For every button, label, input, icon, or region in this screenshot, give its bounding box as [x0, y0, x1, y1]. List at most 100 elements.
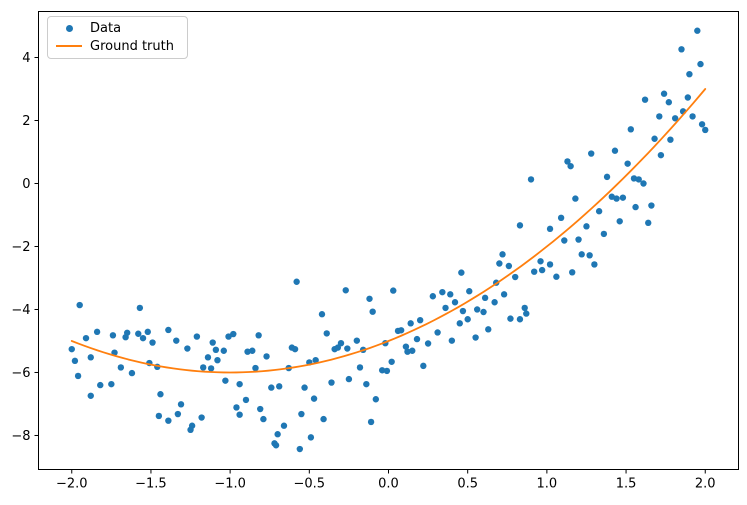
data-point	[233, 404, 240, 411]
data-point	[356, 364, 364, 371]
data-point	[640, 180, 647, 187]
data-point	[222, 377, 229, 384]
data-point	[564, 158, 571, 165]
data-point	[521, 304, 528, 312]
data-point	[342, 287, 349, 294]
data-point	[307, 434, 315, 441]
data-point	[645, 219, 652, 227]
data-point	[407, 320, 414, 327]
data-point	[68, 345, 75, 353]
data-point	[135, 330, 142, 337]
data-point	[149, 339, 156, 346]
data-point	[291, 345, 299, 353]
data-point	[600, 230, 608, 238]
y-tick-label: −2	[11, 240, 30, 255]
data-point	[193, 333, 201, 340]
data-point	[651, 135, 658, 142]
data-point	[630, 175, 638, 182]
y-tick-label: −6	[11, 366, 30, 381]
x-tick-label: 1.5	[616, 476, 637, 491]
data-point	[667, 136, 674, 143]
data-point	[409, 347, 416, 354]
data-point	[383, 367, 391, 375]
data-point	[627, 126, 635, 133]
data-point	[591, 261, 598, 268]
data-point	[588, 150, 595, 157]
data-point	[575, 236, 582, 243]
data-point	[583, 223, 590, 230]
data-point	[496, 260, 503, 267]
data-point	[413, 335, 421, 343]
data-point	[301, 384, 308, 391]
data-point	[272, 442, 280, 449]
data-point	[439, 288, 446, 296]
data-point	[671, 115, 679, 122]
data-point	[87, 354, 94, 361]
data-point	[516, 316, 524, 323]
data-point	[139, 334, 147, 342]
data-point	[481, 294, 489, 302]
data-point	[174, 410, 182, 418]
data-point	[165, 417, 172, 424]
data-point	[268, 384, 275, 391]
x-tick-label: −0.5	[294, 476, 326, 491]
data-point	[442, 304, 449, 312]
data-point	[220, 347, 227, 354]
data-point	[546, 225, 554, 233]
data-point	[93, 328, 101, 336]
data-point	[611, 147, 619, 154]
y-tick-label: −8	[11, 429, 30, 444]
data-point	[296, 445, 304, 453]
data-point	[420, 362, 427, 370]
data-point	[698, 121, 706, 128]
legend-label-data: Data	[90, 21, 122, 37]
data-point	[274, 431, 281, 438]
data-point	[310, 395, 318, 402]
data-point	[404, 348, 411, 355]
data-point	[635, 176, 642, 183]
data-point	[255, 332, 262, 339]
data-point	[280, 422, 288, 429]
data-point	[320, 415, 327, 423]
data-point	[578, 251, 585, 258]
data-point	[557, 214, 565, 222]
data-point	[257, 405, 264, 413]
data-point	[567, 162, 574, 170]
data-point	[603, 173, 611, 181]
data-point	[694, 27, 701, 34]
data-point	[416, 316, 424, 324]
data-point	[187, 426, 194, 434]
data-point	[512, 273, 519, 281]
data-point	[505, 262, 513, 270]
data-point	[480, 308, 487, 316]
data-point	[87, 392, 94, 399]
data-point	[485, 326, 492, 333]
data-point	[82, 334, 90, 342]
data-point	[244, 348, 251, 355]
x-tick-label: −2.0	[56, 476, 88, 491]
data-point	[434, 329, 441, 336]
data-point	[523, 310, 530, 317]
data-point	[569, 269, 576, 276]
x-tick-label: −1.5	[135, 476, 167, 491]
data-point	[71, 357, 79, 365]
data-point	[334, 344, 342, 351]
data-point	[546, 261, 554, 268]
data-point	[249, 347, 256, 354]
data-point	[76, 301, 83, 309]
data-point	[616, 218, 623, 225]
data-point	[448, 337, 456, 344]
data-point	[252, 364, 259, 372]
data-point	[531, 268, 538, 275]
data-point	[538, 266, 546, 274]
legend-label-ground-truth: Ground truth	[90, 38, 174, 54]
data-point	[109, 332, 117, 339]
data-point	[491, 299, 498, 306]
data-point	[656, 113, 663, 120]
data-point	[586, 252, 593, 259]
ground-truth-curve	[70, 88, 707, 374]
data-point	[624, 160, 631, 167]
data-point	[507, 315, 514, 322]
data-point	[230, 330, 237, 338]
